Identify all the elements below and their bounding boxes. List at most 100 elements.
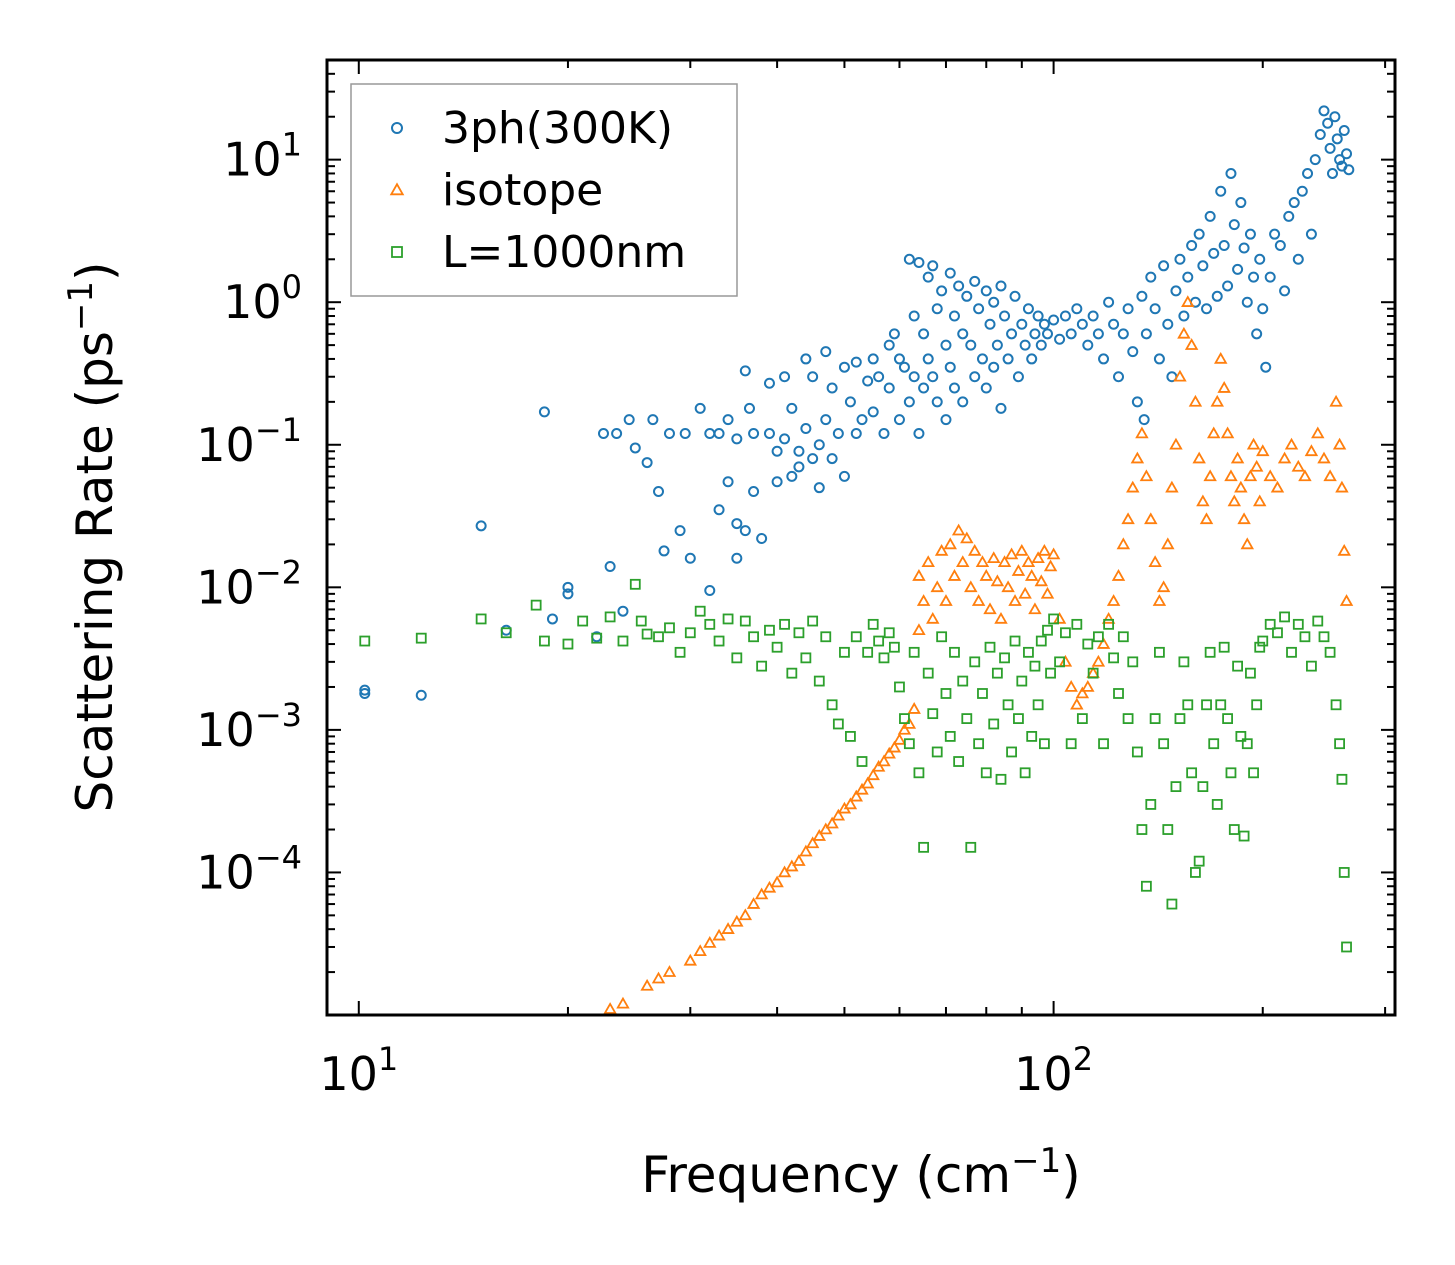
- data-point: [1274, 239, 1286, 251]
- data-point: [1162, 318, 1174, 330]
- data-point: [1330, 699, 1342, 711]
- data-point: [792, 854, 806, 866]
- data-point: [897, 722, 912, 735]
- data-point: [999, 310, 1011, 322]
- data-point: [1037, 543, 1052, 556]
- data-point: [878, 427, 890, 439]
- data-point: [1193, 855, 1205, 867]
- data-point: [1127, 656, 1139, 668]
- data-point: [1006, 746, 1017, 758]
- data-point: [912, 623, 926, 636]
- data-point: [1087, 310, 1099, 322]
- data-point: [893, 414, 905, 426]
- data-point: [980, 767, 992, 779]
- data-point: [995, 280, 1007, 292]
- data-point: [1336, 773, 1348, 785]
- data-point: [883, 339, 895, 351]
- data-point: [1081, 679, 1095, 692]
- data-point: [953, 756, 965, 767]
- data-point: [1048, 613, 1059, 625]
- data-point: [934, 543, 949, 556]
- data-point: [1101, 611, 1116, 624]
- data-point: [1318, 631, 1330, 643]
- data-point: [922, 353, 934, 365]
- data-point: [1215, 699, 1227, 711]
- legend-item: 3ph(300K): [391, 103, 673, 154]
- data-point: [1045, 667, 1056, 679]
- data-point: [936, 285, 948, 297]
- data-point: [1178, 656, 1190, 668]
- data-point: [1064, 679, 1078, 692]
- data-point: [939, 594, 953, 606]
- data-point: [1182, 699, 1194, 711]
- data-point: [1299, 631, 1311, 643]
- y-axis-title: Scattering Rate (ps−1): [61, 261, 124, 812]
- data-point: [1272, 627, 1283, 639]
- data-point: [1032, 699, 1044, 711]
- data-point: [704, 618, 716, 630]
- data-point: [927, 708, 939, 720]
- data-point: [756, 660, 768, 672]
- data-point: [1103, 618, 1115, 630]
- data-point: [1245, 667, 1256, 679]
- data-point: [771, 445, 783, 457]
- data-point: [813, 482, 825, 494]
- data-point: [1154, 646, 1165, 658]
- data-point: [1108, 652, 1120, 664]
- data-point: [807, 615, 819, 627]
- data-point: [983, 602, 997, 615]
- data-point: [1054, 656, 1065, 668]
- data-point: [779, 618, 790, 630]
- data-point: [956, 555, 970, 568]
- data-point: [1098, 738, 1109, 750]
- data-point: [617, 605, 629, 617]
- data-point: [1324, 646, 1336, 658]
- x-tick-label: 101: [319, 1040, 398, 1101]
- data-point: [786, 667, 798, 679]
- data-point: [603, 1002, 617, 1014]
- data-point: [1046, 547, 1061, 560]
- data-point: [1254, 641, 1266, 653]
- data-point: [1318, 105, 1330, 117]
- data-point: [1170, 285, 1182, 297]
- data-point: [944, 731, 956, 742]
- data-point: [860, 776, 875, 789]
- data-point: [1204, 646, 1216, 658]
- data-point: [838, 470, 850, 482]
- data-point: [771, 476, 783, 488]
- data-point: [862, 375, 874, 387]
- data-point: [977, 688, 988, 699]
- data-point: [1201, 699, 1212, 711]
- data-point: [931, 396, 943, 408]
- data-point: [1071, 618, 1083, 630]
- data-point: [1218, 239, 1230, 251]
- data-point: [949, 646, 960, 658]
- data-point: [1082, 339, 1094, 351]
- data-point: [562, 638, 574, 650]
- data-point: [1121, 512, 1135, 525]
- data-point: [912, 569, 926, 581]
- data-point: [684, 552, 696, 564]
- data-point: [908, 371, 920, 383]
- data-point: [1292, 253, 1304, 265]
- data-point: [1076, 713, 1088, 724]
- data-point: [1197, 260, 1209, 272]
- data-point: [653, 486, 665, 498]
- data-point: [722, 414, 734, 426]
- data-point: [980, 382, 992, 394]
- data-point: [1203, 469, 1217, 482]
- data-point: [800, 423, 812, 435]
- data-point: [1211, 290, 1223, 302]
- data-point: [1238, 830, 1250, 842]
- data-point: [1009, 290, 1021, 302]
- data-point: [1291, 459, 1306, 472]
- data-point: [820, 414, 832, 426]
- data-point: [971, 594, 986, 606]
- data-point: [1076, 318, 1088, 330]
- data-point: [826, 453, 838, 465]
- data-point: [415, 689, 427, 701]
- data-point: [990, 574, 1005, 587]
- data-point: [771, 641, 783, 653]
- data-point: [839, 646, 850, 658]
- data-point: [597, 427, 609, 439]
